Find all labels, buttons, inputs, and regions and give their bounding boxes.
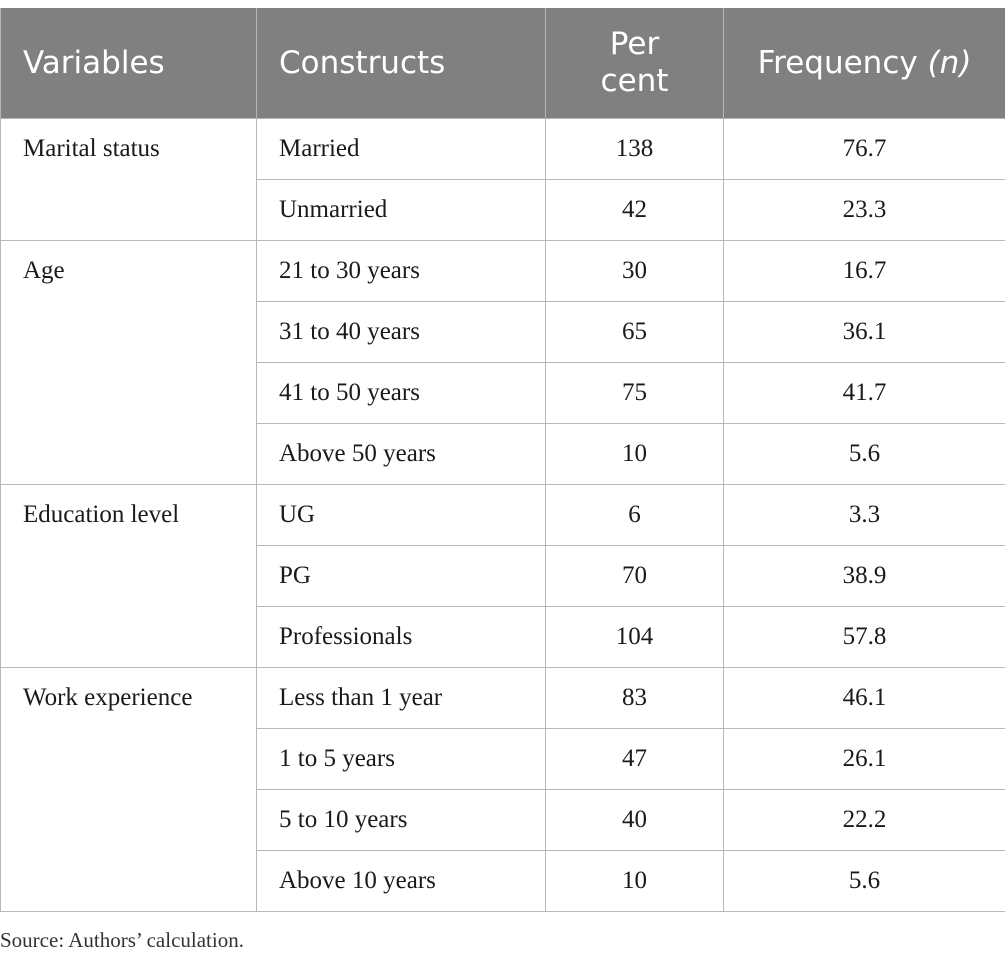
table-row: Above 50 years 10 5.6: [1, 423, 1005, 485]
header-percent-line1: Per: [609, 26, 660, 62]
construct-cell: 5 to 10 years: [256, 789, 546, 851]
table-row: 5 to 10 years 40 22.2: [1, 789, 1005, 851]
frequency-cell: 38.9: [723, 545, 1005, 607]
construct-cell: Unmarried: [256, 179, 546, 241]
percent-cell: 47: [545, 728, 724, 790]
table-header: Variables Constructs Per cent Frequency …: [0, 8, 1005, 119]
percent-cell: 10: [545, 850, 724, 912]
frequency-cell: 5.6: [723, 423, 1005, 485]
percent-cell: 138: [545, 118, 724, 180]
percent-cell: 6: [545, 484, 724, 546]
demographics-table: Variables Constructs Per cent Frequency …: [0, 8, 1005, 912]
table-body: Marital status Married 138 76.7 Unmarried 42 2…: [0, 118, 1005, 912]
construct-cell: Above 10 years: [256, 850, 546, 912]
construct-cell: 21 to 30 years: [256, 240, 546, 302]
construct-cell: UG: [256, 484, 546, 546]
frequency-cell: 46.1: [723, 667, 1005, 729]
frequency-cell: 57.8: [723, 606, 1005, 668]
frequency-cell: 26.1: [723, 728, 1005, 790]
percent-cell: 10: [545, 423, 724, 485]
frequency-cell: 16.7: [723, 240, 1005, 302]
header-constructs: Constructs: [256, 8, 546, 119]
variable-cell: Education level: [0, 484, 257, 668]
frequency-cell: 3.3: [723, 484, 1005, 546]
variable-cell: Age: [0, 240, 257, 485]
percent-cell: 40: [545, 789, 724, 851]
construct-cell: 31 to 40 years: [256, 301, 546, 363]
table-row: PG 70 38.9: [1, 545, 1005, 607]
header-percent: Per cent: [545, 8, 724, 119]
construct-cell: Above 50 years: [256, 423, 546, 485]
percent-cell: 70: [545, 545, 724, 607]
frequency-cell: 23.3: [723, 179, 1005, 241]
header-frequency-label: Frequency: [757, 44, 918, 81]
table-row: Unmarried 42 23.3: [1, 179, 1005, 241]
percent-cell: 75: [545, 362, 724, 424]
table-row: Professionals 104 57.8: [1, 606, 1005, 668]
header-row: Variables Constructs Per cent Frequency …: [0, 8, 1005, 119]
construct-cell: PG: [256, 545, 546, 607]
source-note: Source: Authors’ calculation.: [0, 928, 244, 952]
percent-cell: 30: [545, 240, 724, 302]
table-row: Age 21 to 30 years 30 16.7: [0, 240, 1005, 485]
construct-cell: 41 to 50 years: [256, 362, 546, 424]
percent-cell: 83: [545, 667, 724, 729]
header-frequency: Frequency (n): [723, 8, 1005, 119]
header-variables: Variables: [0, 8, 257, 119]
percent-cell: 42: [545, 179, 724, 241]
variable-cell: Marital status: [0, 118, 257, 241]
table-row: 1 to 5 years 47 26.1: [1, 728, 1005, 790]
percent-cell: 65: [545, 301, 724, 363]
construct-cell: 1 to 5 years: [256, 728, 546, 790]
frequency-cell: 5.6: [723, 850, 1005, 912]
frequency-cell: 76.7: [723, 118, 1005, 180]
frequency-cell: 41.7: [723, 362, 1005, 424]
table-row: Education level UG 6 3.3: [0, 484, 1005, 668]
variable-cell: Work experience: [0, 667, 257, 912]
table-row: Above 10 years 10 5.6: [1, 850, 1005, 912]
construct-cell: Professionals: [256, 606, 546, 668]
table-row: Marital status Married 138 76.7: [0, 118, 1005, 241]
construct-cell: Less than 1 year: [256, 667, 546, 729]
construct-cell: Married: [256, 118, 546, 180]
header-percent-line2: cent: [600, 63, 669, 99]
header-frequency-n: (n): [927, 44, 972, 81]
table-row: Work experience Less than 1 year 83 46.1: [0, 667, 1005, 912]
frequency-cell: 22.2: [723, 789, 1005, 851]
frequency-cell: 36.1: [723, 301, 1005, 363]
percent-cell: 104: [545, 606, 724, 668]
